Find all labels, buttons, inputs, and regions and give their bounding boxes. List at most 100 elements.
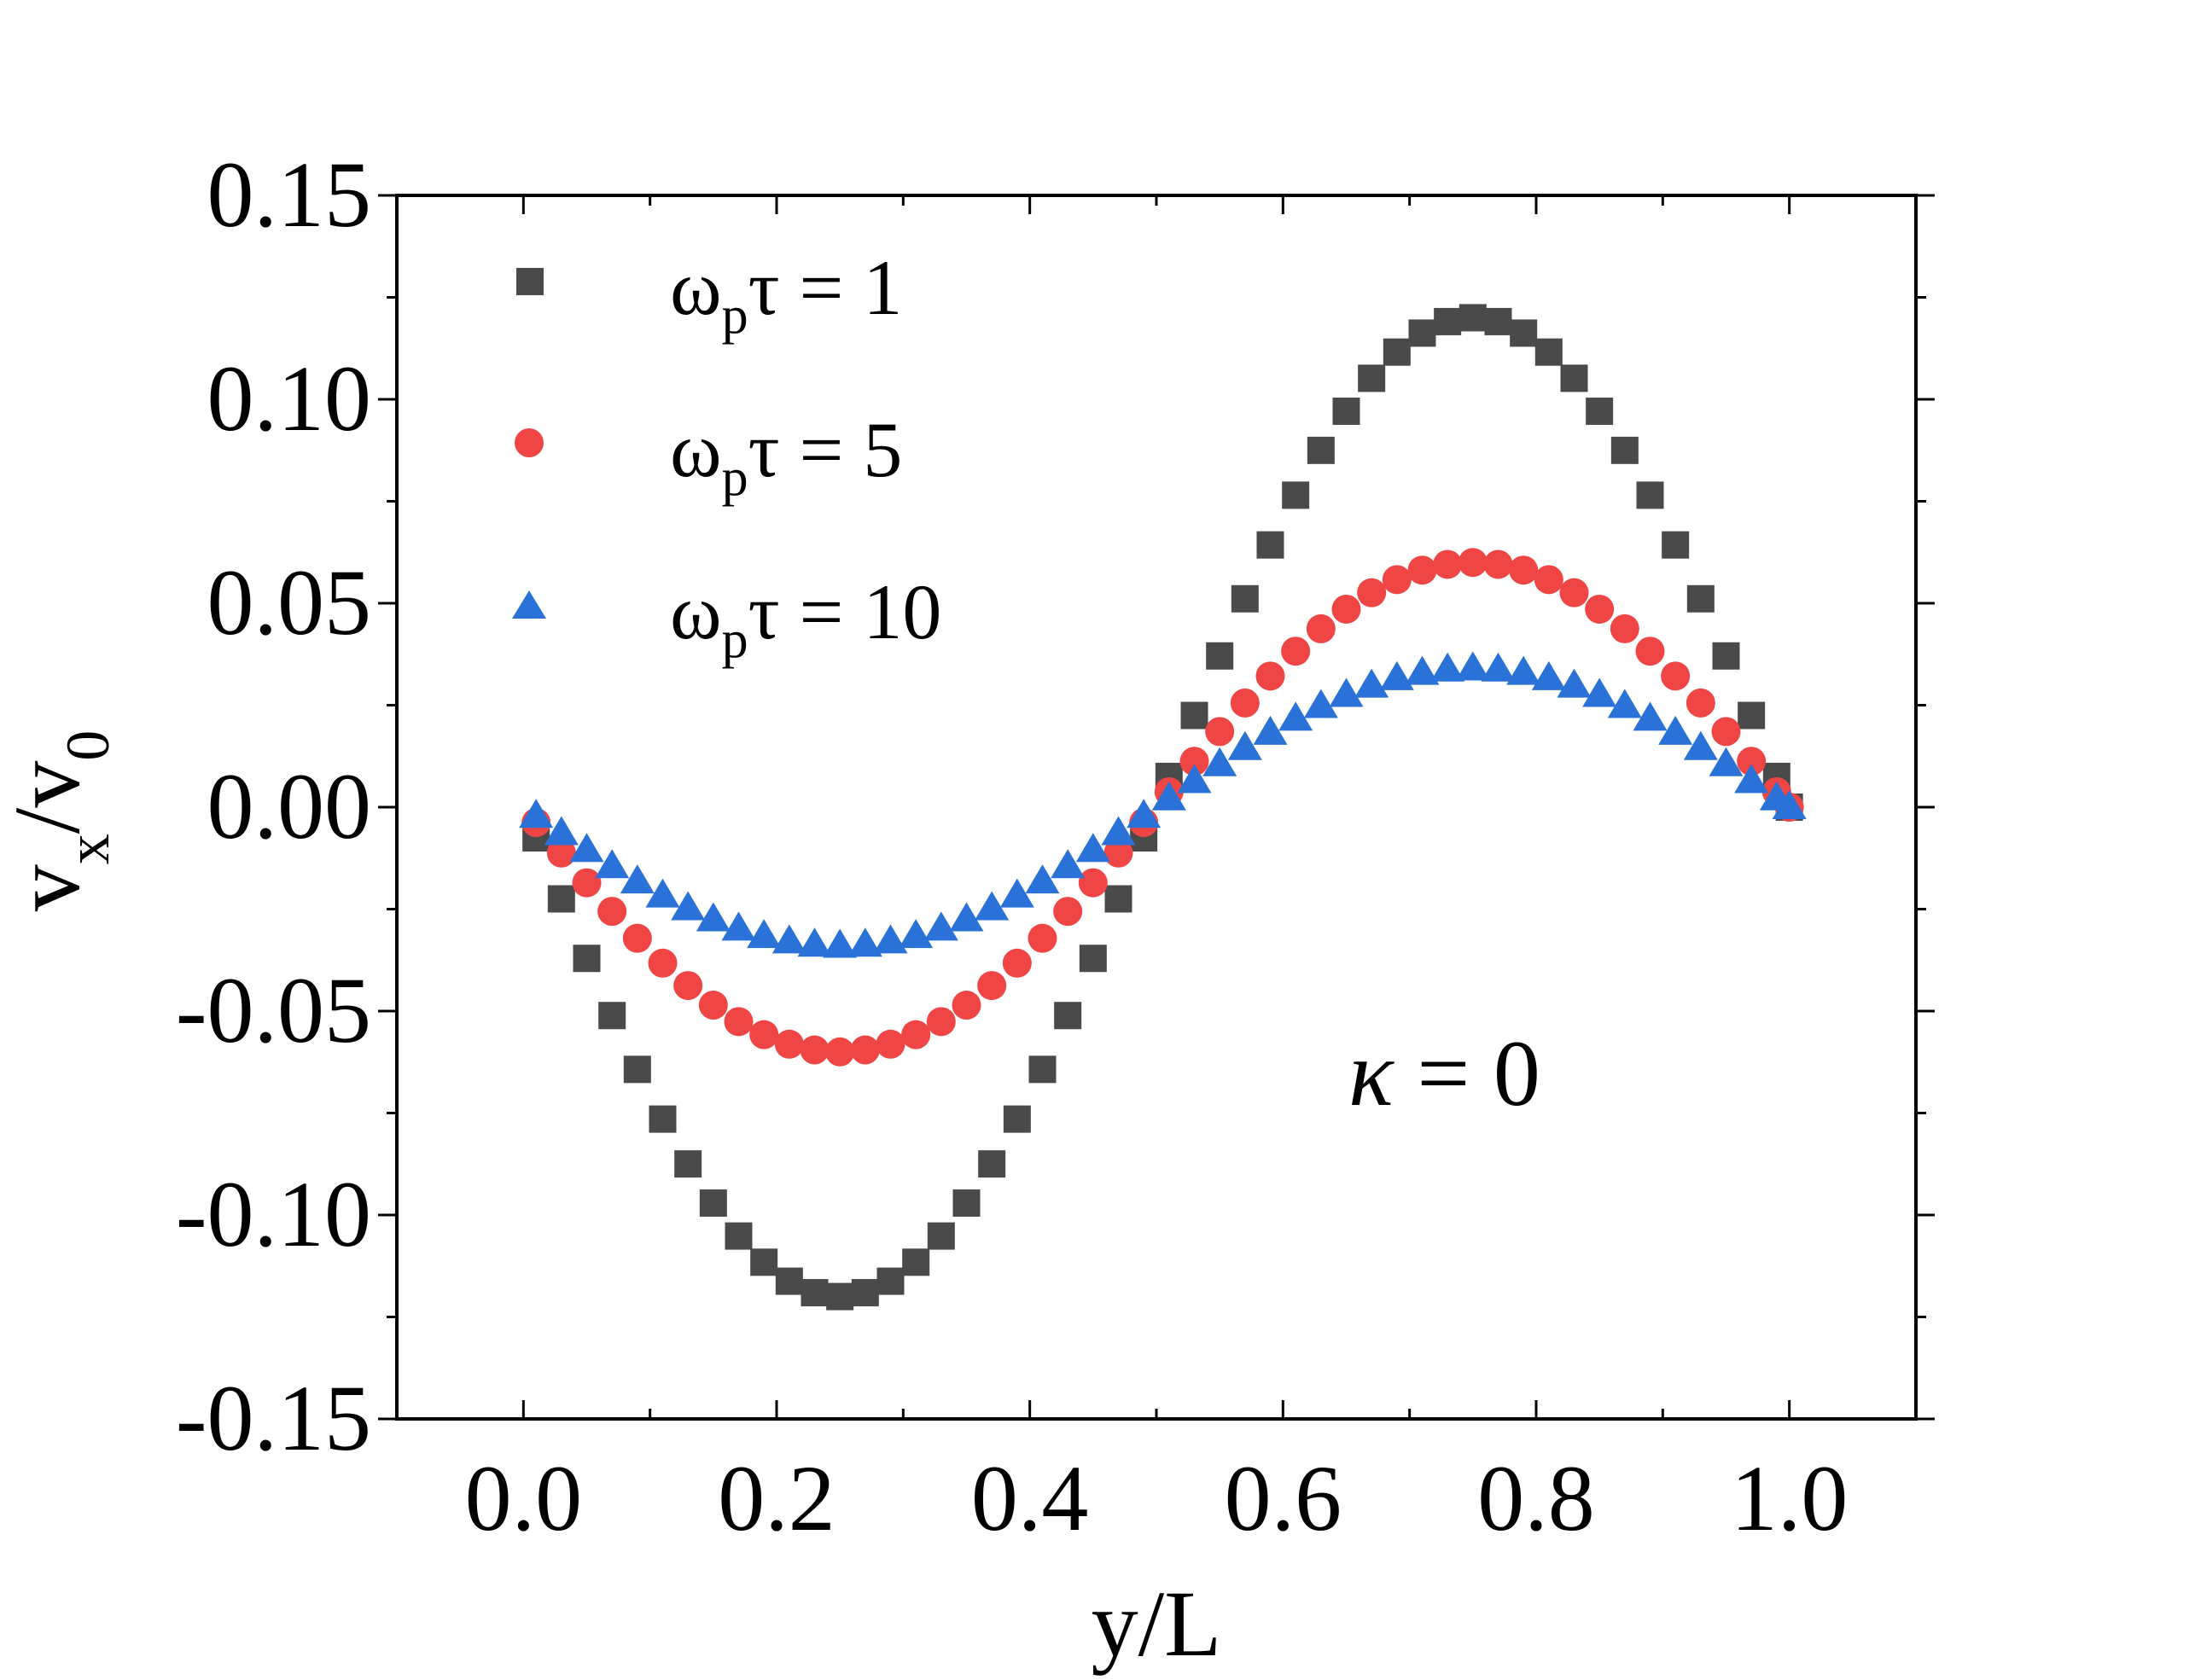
y-tick-label: 0.00 [207, 754, 372, 858]
data-point-circle [1585, 594, 1615, 624]
data-point-square [1560, 364, 1588, 392]
data-point-triangle [569, 833, 604, 863]
x-tick-label: 0.4 [971, 1446, 1089, 1550]
x-axis-label: y/L [1092, 1572, 1222, 1676]
data-point-square [1662, 531, 1690, 559]
data-point-circle [1433, 549, 1463, 579]
data-point-triangle [1278, 701, 1313, 731]
data-point-square [1484, 307, 1512, 335]
data-point-square [1180, 701, 1208, 730]
data-point-square [598, 1002, 626, 1030]
data-point-circle [1534, 565, 1563, 595]
data-point-triangle [1101, 816, 1136, 846]
data-point-square [1738, 701, 1766, 730]
data-point-triangle [999, 878, 1034, 908]
data-point-circle [1509, 555, 1539, 585]
data-point-triangle [1202, 747, 1237, 776]
axis-ticks [378, 194, 1935, 1421]
data-point-circle [622, 923, 652, 953]
data-point-square [1079, 945, 1107, 973]
data-point-triangle [1329, 677, 1364, 707]
data-point-square [1610, 436, 1639, 464]
data-point-square [1534, 338, 1563, 366]
data-point-square [801, 1279, 829, 1307]
data-point-square [1712, 642, 1740, 670]
data-point-circle [572, 868, 602, 898]
legend-label-3: ωpτ = 10 [670, 568, 941, 669]
y-axis-label-main: v [0, 864, 99, 911]
legend-label-1: ωpτ = 1 [670, 244, 902, 345]
data-point-circle [597, 897, 627, 927]
data-point-square [851, 1279, 879, 1307]
data-point-circle [1635, 637, 1665, 666]
data-point-circle [1458, 548, 1488, 578]
data-point-triangle [1658, 715, 1693, 745]
data-point-square [1282, 481, 1310, 509]
y-tick-label: -0.10 [176, 1162, 371, 1266]
data-point-circle [1103, 838, 1133, 868]
data-point-triangle [1481, 652, 1516, 682]
data-point-square [750, 1248, 778, 1276]
data-point-triangle [1430, 652, 1465, 682]
data-point-square [1686, 584, 1715, 613]
data-point-circle [1306, 613, 1336, 643]
data-point-triangle [620, 864, 655, 894]
x-tick-label: 0.8 [1477, 1446, 1595, 1550]
legend-label-2: ωpτ = 5 [670, 406, 902, 507]
data-point-square [573, 945, 601, 973]
data-point-circle [977, 971, 1007, 1001]
data-point-triangle [1709, 747, 1744, 776]
data-point-triangle [1379, 660, 1414, 690]
data-point-square [1358, 364, 1386, 392]
data-point-triangle [1253, 715, 1288, 745]
data-point-square [1586, 397, 1614, 425]
data-point-circle [749, 1020, 779, 1049]
series-2 [521, 548, 1804, 1067]
series-1 [522, 304, 1803, 1311]
legend-marker-circle [515, 428, 544, 457]
data-point-circle [648, 948, 678, 978]
data-point-circle [876, 1029, 905, 1059]
data-point-triangle [1531, 660, 1566, 690]
data-point-triangle [1177, 764, 1212, 793]
data-point-triangle [1227, 730, 1262, 760]
data-point-circle [926, 1007, 956, 1037]
axis-tick-labels: 0.0 0.2 0.4 0.6 0.8 1.0 0.15 0.10 0.05 0.00 -0.05 -… [176, 142, 1849, 1550]
data-point-triangle [899, 919, 934, 949]
data-point-triangle [847, 927, 882, 957]
data-point-triangle [1127, 799, 1162, 828]
data-point-square [1307, 436, 1335, 464]
data-point-square [1408, 319, 1436, 347]
data-point-circle [1255, 661, 1285, 691]
data-point-square [1510, 319, 1538, 347]
data-point-triangle [1772, 790, 1807, 819]
data-point-square [649, 1105, 677, 1133]
data-point-triangle [1405, 655, 1440, 685]
data-point-triangle [1506, 655, 1541, 685]
kappa-annotation: κ = 0 [1348, 1021, 1540, 1125]
x-tick-label: 0.6 [1225, 1446, 1342, 1550]
data-point-triangle [1051, 849, 1086, 879]
data-point-circle [1205, 717, 1235, 747]
legend: ωpτ = 1 ωpτ = 5 ωpτ = 10 [512, 244, 941, 669]
legend-marker-square [516, 268, 544, 295]
data-point-circle [1711, 717, 1741, 747]
x-tick-label: 1.0 [1731, 1446, 1849, 1550]
data-point-triangle [975, 891, 1010, 921]
data-point-triangle [923, 911, 958, 941]
data-point-square [1458, 304, 1487, 332]
data-point-square [623, 1055, 651, 1084]
data-point-square [952, 1189, 981, 1218]
y-axis-label: vx/v0 [0, 730, 122, 912]
data-point-square [1003, 1105, 1031, 1133]
data-point-circle [1331, 594, 1361, 624]
data-point-triangle [1151, 781, 1186, 811]
data-point-circle [1559, 578, 1589, 607]
data-point-square [1206, 642, 1234, 670]
data-point-square [1231, 584, 1259, 613]
data-point-circle [673, 971, 703, 1001]
data-point-triangle [797, 927, 832, 957]
data-point-circle [1028, 923, 1057, 953]
data-point-triangle [1607, 689, 1642, 718]
